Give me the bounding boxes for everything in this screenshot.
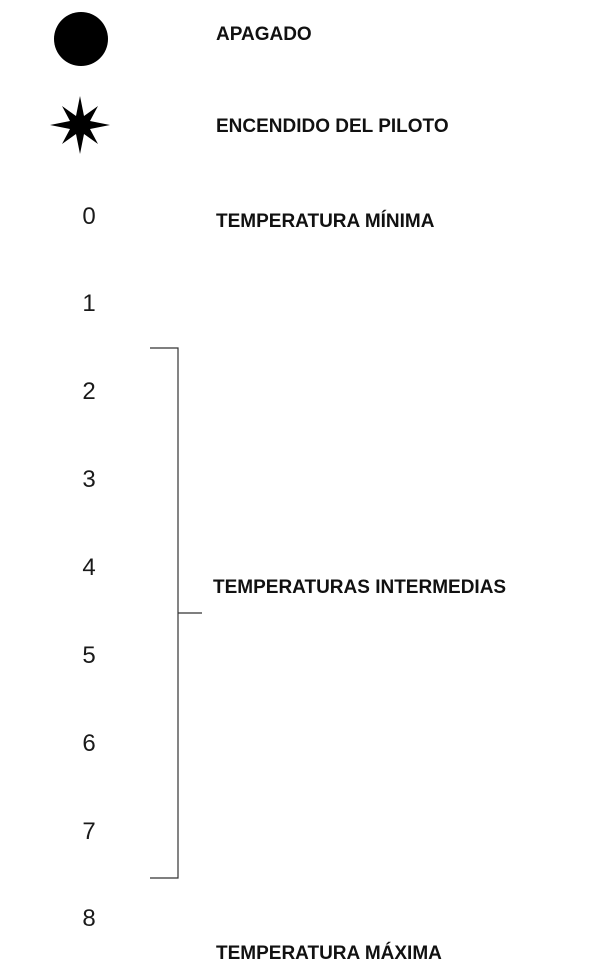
setting-symbol-0: 0: [82, 203, 96, 230]
filled-circle-icon: [54, 12, 108, 66]
setting-symbol-7: 7: [82, 818, 96, 845]
label-pilot-ignition: ENCENDIDO DEL PILOTO: [216, 116, 449, 137]
setting-symbol-1: 1: [82, 290, 96, 317]
label-min-temperature: TEMPERATURA MÍNIMA: [216, 211, 435, 232]
setting-symbol-4: 4: [82, 554, 96, 581]
setting-symbol-6: 6: [82, 730, 96, 757]
setting-symbol-8: 8: [82, 905, 96, 932]
label-intermediate-temperatures: TEMPERATURAS INTERMEDIAS: [213, 577, 507, 598]
setting-symbol-3: 3: [82, 466, 96, 493]
setting-symbol-5: 5: [82, 642, 96, 669]
star-burst-icon: [50, 96, 110, 154]
setting-symbol-2: 2: [82, 378, 96, 405]
intermediate-bracket: [150, 347, 202, 879]
label-off: APAGADO: [216, 24, 312, 45]
label-max-temperature: TEMPERATURA MÁXIMA: [216, 943, 442, 964]
